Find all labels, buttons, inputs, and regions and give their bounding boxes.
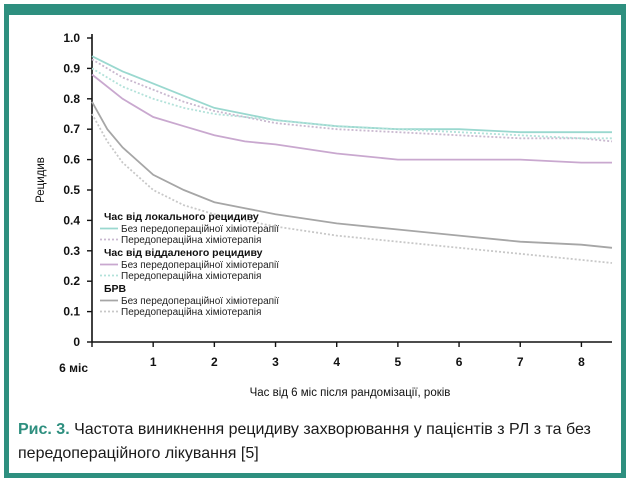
- series-line-2: [91, 58, 613, 143]
- legend-entry: Без передопераційної хіміотерапії: [121, 224, 279, 235]
- chart-ticks: 0 0.1 0.2 0.3 0.4 0.5 0.6 0.7 0.8 0.9 1.0 6 міс 1 2 3 4…: [59, 31, 585, 375]
- y-tick-label: 0: [73, 335, 80, 349]
- legend-group-title: Час від локального рецидиву: [104, 211, 259, 223]
- figure-caption: Рис. 3. Частота виникнення рецидиву захв…: [18, 418, 608, 466]
- figure-top-bar: [9, 9, 621, 15]
- legend-group-title: Час від віддаленого рецидиву: [104, 247, 263, 259]
- legend-entry: Без передопераційної хіміотерапії: [121, 260, 279, 271]
- x-tick-label: 6 міс: [59, 361, 88, 375]
- y-tick-label: 0.3: [63, 244, 80, 258]
- y-tick-label: 0.7: [63, 122, 80, 136]
- figure-number: Рис. 3.: [18, 421, 70, 438]
- legend-entry: Без передопераційної хіміотерапії: [121, 296, 279, 307]
- x-tick-label: 4: [333, 355, 340, 369]
- y-tick-label: 0.6: [63, 153, 80, 167]
- legend-group-title: БРВ: [104, 283, 127, 295]
- y-tick-label: 1.0: [63, 31, 80, 45]
- y-tick-label: 0.4: [63, 213, 80, 227]
- recurrence-chart: 0 0.1 0.2 0.3 0.4 0.5 0.6 0.7 0.8 0.9 1.0 6 міс 1 2 3 4…: [35, 31, 613, 399]
- x-tick-label: 7: [517, 355, 524, 369]
- x-axis-label: Час від 6 міс після рандомізації, років: [250, 387, 451, 399]
- legend-entry: Передопераційна хіміотерапія: [121, 271, 261, 282]
- x-tick-label: 6: [456, 355, 463, 369]
- series-line-3: [91, 73, 612, 164]
- chart-series: [91, 55, 613, 264]
- x-tick-label: 1: [150, 355, 157, 369]
- series-line-5: [91, 101, 613, 249]
- series-line-6: [91, 113, 613, 264]
- legend-entry: Передопераційна хіміотерапія: [121, 307, 261, 318]
- x-tick-label: 8: [578, 355, 585, 369]
- legend-entry: Передопераційна хіміотерапія: [121, 235, 261, 246]
- x-tick-label: 3: [272, 355, 279, 369]
- y-tick-label: 0.1: [63, 305, 80, 319]
- y-tick-label: 0.5: [63, 183, 80, 197]
- chart-axes: [91, 34, 612, 343]
- series-line-4: [91, 67, 612, 140]
- figure-caption-text: Частота виникнення рецидиву захворювання…: [18, 421, 591, 462]
- x-tick-label: 2: [211, 355, 218, 369]
- series-line-1: [91, 55, 612, 134]
- y-axis-label: Рецидив: [35, 157, 47, 203]
- y-tick-label: 0.9: [63, 61, 80, 75]
- y-tick-label: 0.8: [63, 92, 80, 106]
- y-tick-label: 0.2: [63, 274, 80, 288]
- x-tick-label: 5: [395, 355, 402, 369]
